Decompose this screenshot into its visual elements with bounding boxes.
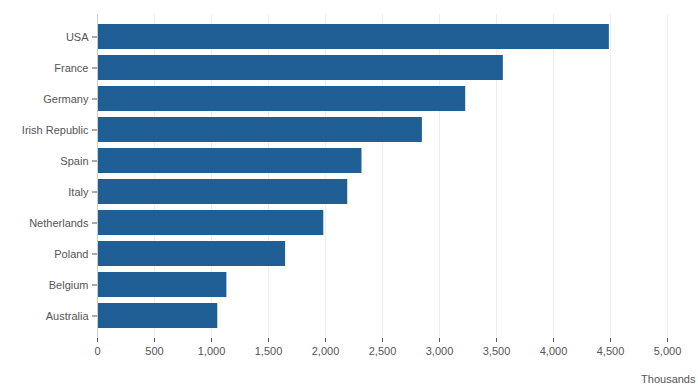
svg-text:1,500: 1,500 [255,345,283,357]
svg-text:0: 0 [94,345,100,357]
svg-text:Irish Republic: Irish Republic [22,124,89,136]
svg-text:Thousands: Thousands [641,373,696,385]
svg-text:3,500: 3,500 [483,345,511,357]
svg-text:2,500: 2,500 [369,345,397,357]
svg-text:Poland: Poland [54,248,88,260]
svg-text:Australia: Australia [46,310,90,322]
svg-text:France: France [54,62,88,74]
svg-text:Italy: Italy [68,186,89,198]
svg-text:2,000: 2,000 [312,345,340,357]
svg-text:3,000: 3,000 [426,345,454,357]
svg-text:500: 500 [145,345,163,357]
svg-text:Spain: Spain [60,155,88,167]
svg-text:Germany: Germany [43,93,89,105]
svg-text:5,000: 5,000 [654,345,682,357]
svg-text:Netherlands: Netherlands [29,217,89,229]
svg-text:USA: USA [66,31,89,43]
svg-text:4,000: 4,000 [540,345,568,357]
svg-text:Belgium: Belgium [49,279,89,291]
svg-text:4,500: 4,500 [597,345,625,357]
svg-text:1,000: 1,000 [198,345,226,357]
